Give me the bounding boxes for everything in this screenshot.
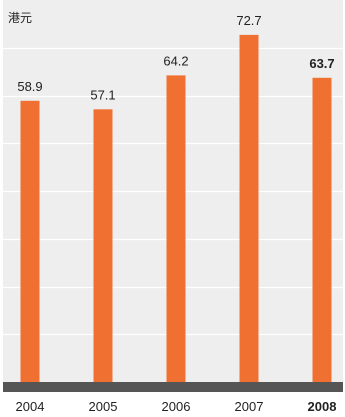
x-tick-2007: 2007 [235, 399, 264, 414]
bars [20, 34, 332, 383]
value-label-2006: 64.2 [163, 53, 188, 68]
value-label-2008: 63.7 [309, 56, 334, 71]
x-tick-2004: 2004 [16, 399, 45, 414]
x-tick-2006: 2006 [162, 399, 191, 414]
value-labels: 58.9 57.1 64.2 72.7 63.7 [17, 13, 334, 102]
x-tick-2008: 2008 [308, 399, 337, 414]
x-axis-baseline [3, 382, 343, 392]
x-tick-2005: 2005 [89, 399, 118, 414]
x-tick-labels: 2004 2005 2006 2007 2008 [16, 399, 337, 414]
y-unit-label: 港元 [8, 11, 32, 25]
bar-2004 [20, 100, 40, 383]
bar-2008 [312, 77, 332, 383]
value-label-2004: 58.9 [17, 79, 42, 94]
value-label-2005: 57.1 [90, 87, 115, 102]
value-label-2007: 72.7 [236, 13, 261, 28]
bar-2006 [166, 75, 186, 383]
bar-2005 [93, 109, 113, 383]
bar-2007 [239, 34, 259, 383]
